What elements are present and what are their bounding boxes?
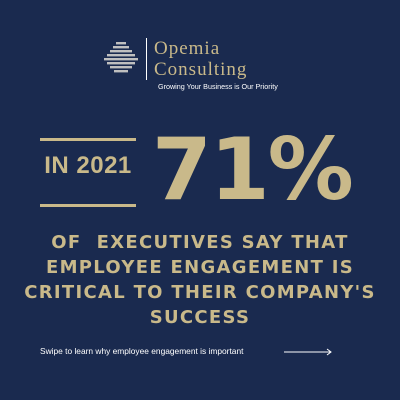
headline-text: OF EXECUTIVES SAY THAT EMPLOYEE ENGAGEME… <box>24 232 376 328</box>
right-arrow-icon <box>284 348 332 356</box>
year-rule-bottom <box>40 204 136 207</box>
year-rule-top <box>40 138 136 141</box>
stat-percentage: 71% <box>152 120 354 220</box>
logo-tagline: Growing Your Business is Our Priority <box>158 82 278 91</box>
logo-name-line2: Consulting <box>154 59 248 80</box>
logo-name-line1: Opemia <box>154 38 221 59</box>
swipe-hint: Swipe to learn why employee engagement i… <box>40 346 244 356</box>
stacked-bars-logo-icon <box>104 42 138 73</box>
year-label: IN 2021 <box>44 152 132 179</box>
logo-divider <box>146 38 147 80</box>
brand-logo: Opemia Consulting Growing Your Business … <box>104 38 304 94</box>
